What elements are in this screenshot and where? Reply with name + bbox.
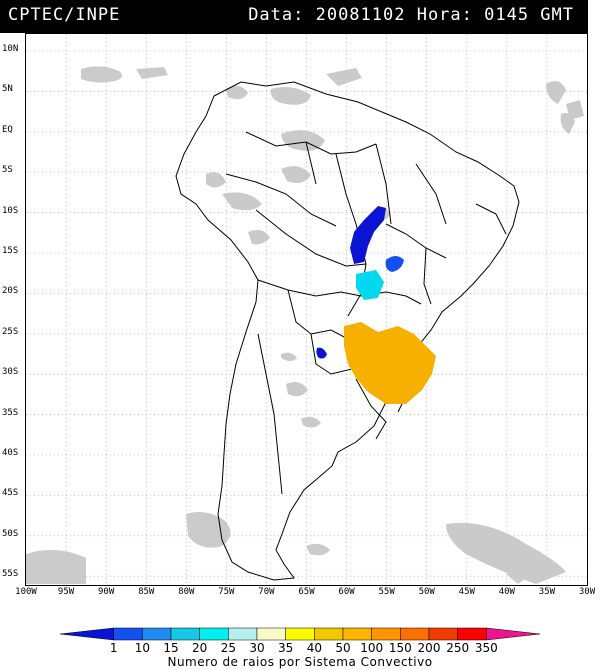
colorbar-segment	[285, 627, 315, 641]
longitude-label: 75W	[218, 587, 235, 597]
colorbar-tick-label: 40	[306, 641, 322, 655]
title-bar: CPTEC/INPE Data: 20081102 Hora: 0145 GMT	[0, 0, 588, 33]
latitude-label: 45S	[2, 488, 19, 499]
storm-mato-grosso-sul	[356, 270, 384, 300]
storm-central-brazil	[350, 206, 386, 264]
latitude-label: 25S	[2, 326, 19, 337]
colorbar-tick-label: 100	[360, 641, 384, 655]
colorbar-segment	[428, 627, 458, 641]
latitude-label: 20S	[2, 286, 19, 297]
colorbar-tick-label: 350	[474, 641, 498, 655]
colorbar-tick-label: 50	[335, 641, 351, 655]
latitude-label: 35S	[2, 407, 19, 418]
colorbar-tick-label: 250	[446, 641, 470, 655]
colorbar-tick-label: 150	[388, 641, 412, 655]
lightning-systems	[316, 206, 436, 404]
source-label: CPTEC/INPE	[8, 5, 121, 25]
colorbar-segment	[199, 627, 229, 641]
latitude-label: 10S	[2, 205, 19, 216]
graticule	[26, 34, 587, 585]
longitude-label: 30W	[578, 587, 596, 597]
map-frame[interactable]	[25, 33, 588, 586]
colorbar-tick-label: 200	[417, 641, 441, 655]
longitude-label: 90W	[98, 587, 115, 597]
storm-south-brazil	[344, 322, 436, 404]
colorbar-tick-label: 1	[109, 641, 118, 655]
colorbar-segment	[170, 627, 200, 641]
colorbar-segment	[457, 627, 487, 641]
latitude-label: 50S	[2, 528, 19, 539]
latitude-label: 55S	[2, 569, 19, 580]
colorbar-segment	[371, 627, 401, 641]
colorbar-segment	[256, 627, 286, 641]
latitude-label: 15S	[2, 246, 19, 256]
longitude-label: 85W	[138, 587, 155, 597]
colorbar-tick-label: 15	[163, 641, 179, 655]
colorbar-title: Numero de raios por Sistema Convectivo	[167, 655, 433, 669]
latitude-label: EQ	[2, 124, 13, 135]
colorbar-segment	[486, 627, 541, 641]
longitude-label: 60W	[338, 587, 355, 597]
map-canvas	[26, 34, 587, 585]
colorbar-tick-label: 20	[192, 641, 208, 655]
longitude-label: 50W	[418, 587, 435, 597]
latitude-label: 5N	[2, 84, 13, 95]
colorbar-tick-label: 10	[134, 641, 150, 655]
longitude-label: 40W	[498, 587, 515, 597]
colorbar-segment	[113, 627, 143, 641]
latitude-label: 40S	[2, 448, 19, 458]
latitude-label: 30S	[2, 367, 19, 378]
colorbar-tick-label: 25	[220, 641, 236, 655]
latitude-label: 5S	[2, 165, 13, 176]
longitude-label: 80W	[178, 587, 195, 597]
colorbar-segment	[314, 627, 344, 641]
colorbar-tick-label: 35	[278, 641, 294, 655]
longitude-label: 95W	[57, 587, 75, 597]
cloud-cover	[26, 66, 584, 584]
longitude-label: 65W	[298, 587, 315, 597]
longitude-label: 45W	[458, 587, 475, 597]
longitude-label: 35W	[538, 587, 556, 597]
latitude-label: 10N	[2, 44, 19, 54]
colorbar-segment	[342, 627, 372, 641]
longitude-label: 70W	[258, 587, 275, 597]
longitude-label: 55W	[378, 587, 395, 597]
colorbar-segment	[142, 627, 172, 641]
longitude-label: 100W	[15, 587, 37, 597]
datetime-label: Data: 20081102 Hora: 0145 GMT	[248, 5, 574, 25]
storm-east-goias	[385, 256, 404, 272]
colorbar-segment	[59, 627, 114, 641]
colorbar-segment	[228, 627, 258, 641]
colorbar-tick-label: 30	[249, 641, 265, 655]
colorbar-segment	[400, 627, 430, 641]
storm-argentina	[316, 347, 327, 359]
